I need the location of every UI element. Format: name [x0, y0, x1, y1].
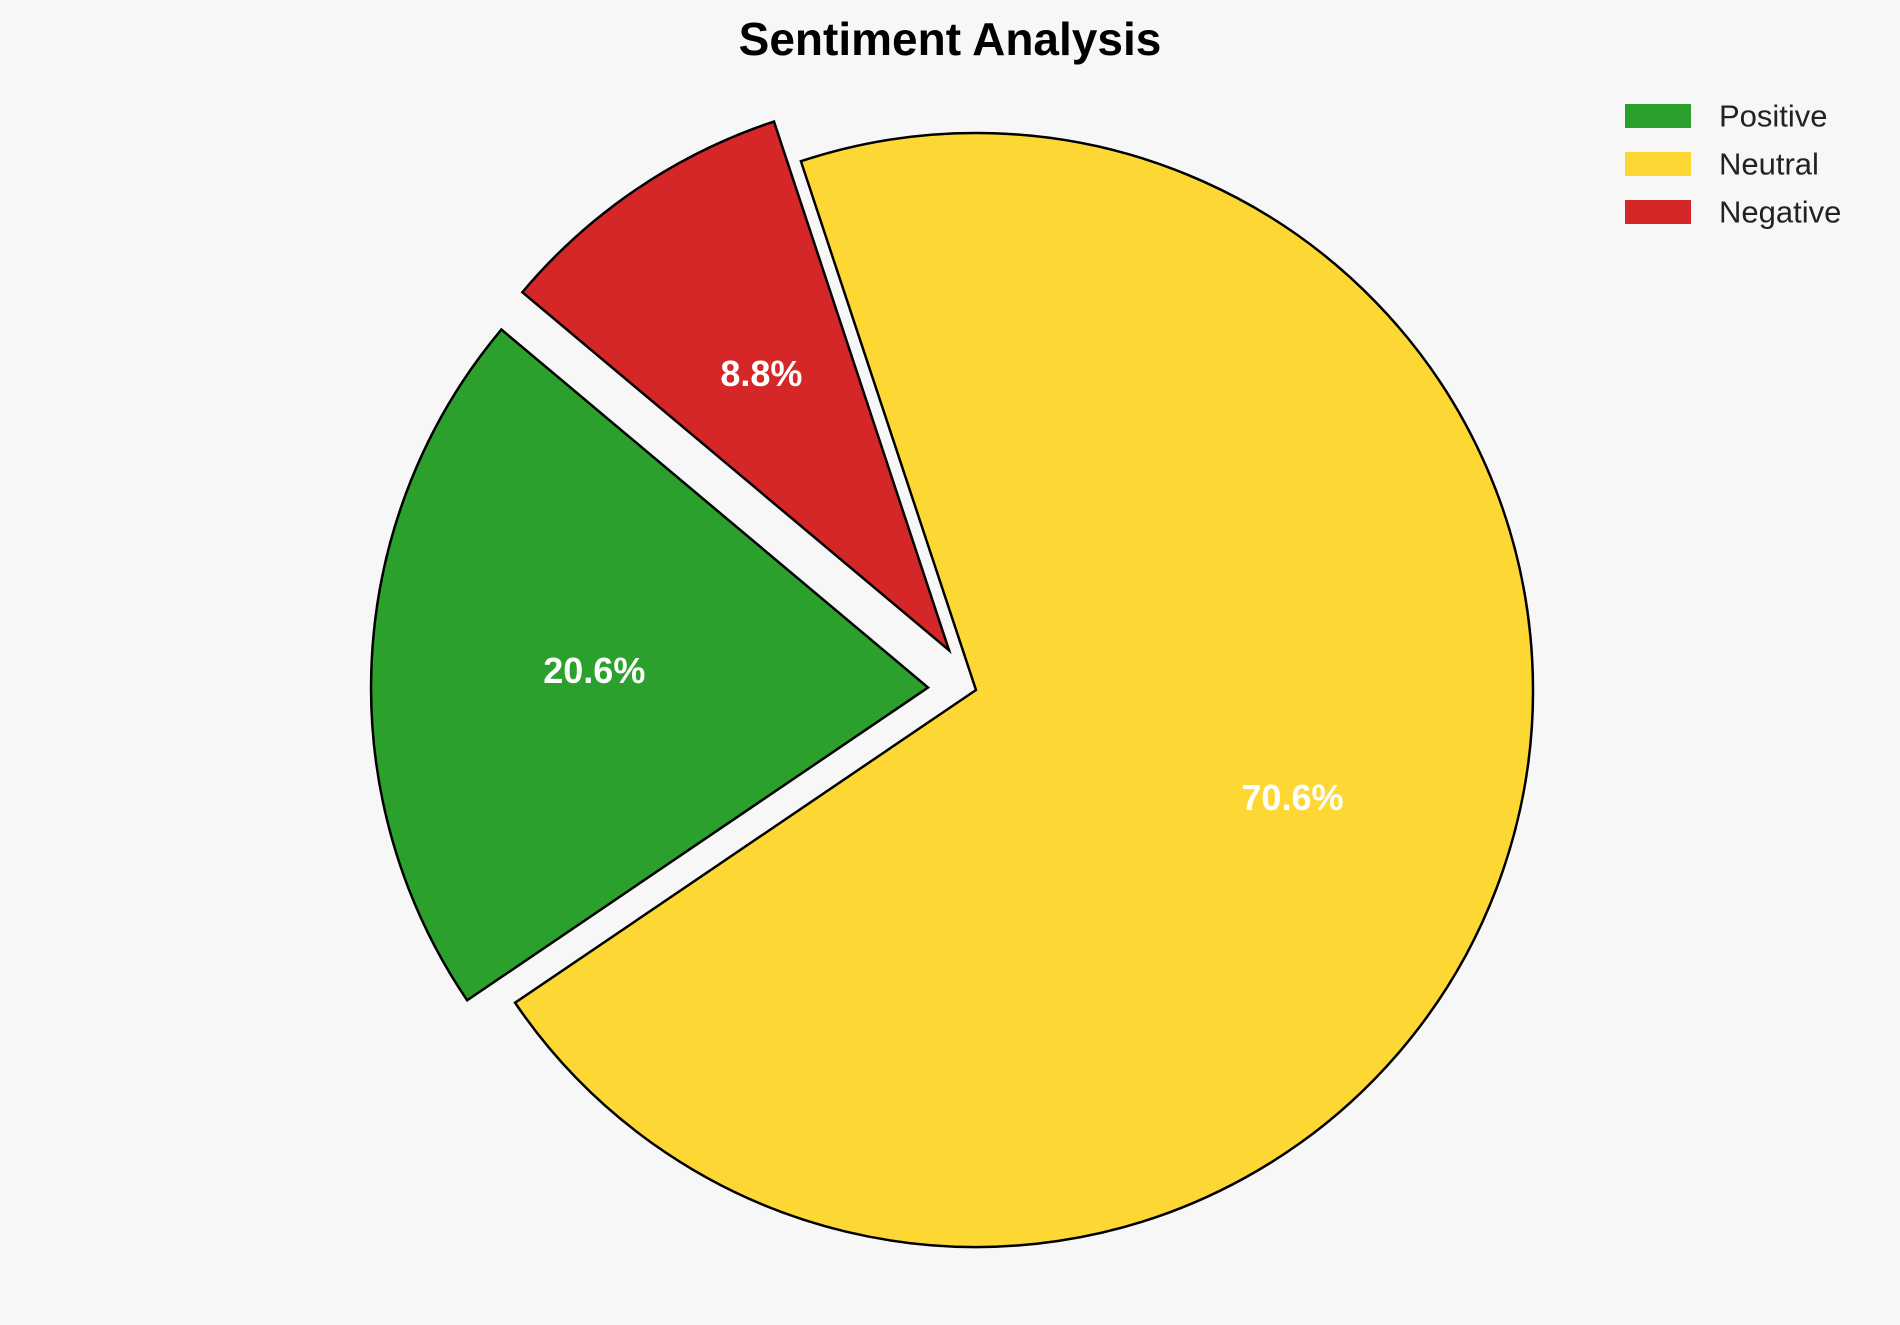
legend-swatch-negative: [1625, 200, 1691, 224]
pie-slice-positive: [369, 327, 931, 1003]
legend-label-neutral: Neutral: [1719, 147, 1819, 182]
legend-swatch-neutral: [1625, 152, 1691, 176]
pie-slices: [369, 119, 1535, 1249]
legend: Positive Neutral Negative: [1625, 99, 1841, 230]
legend-label-negative: Negative: [1719, 195, 1841, 230]
chart-title: Sentiment Analysis: [739, 13, 1162, 65]
pie-slice-labels: 20.6% 70.6% 8.8%: [543, 353, 1343, 818]
legend-swatch-positive: [1625, 104, 1691, 128]
pie-slice-neutral: [513, 131, 1535, 1249]
slice-label-neutral: 70.6%: [1241, 777, 1343, 818]
legend-label-positive: Positive: [1719, 99, 1828, 134]
slice-label-negative: 8.8%: [720, 353, 802, 394]
slice-label-positive: 20.6%: [543, 650, 645, 691]
pie-slice-negative: [520, 119, 952, 655]
